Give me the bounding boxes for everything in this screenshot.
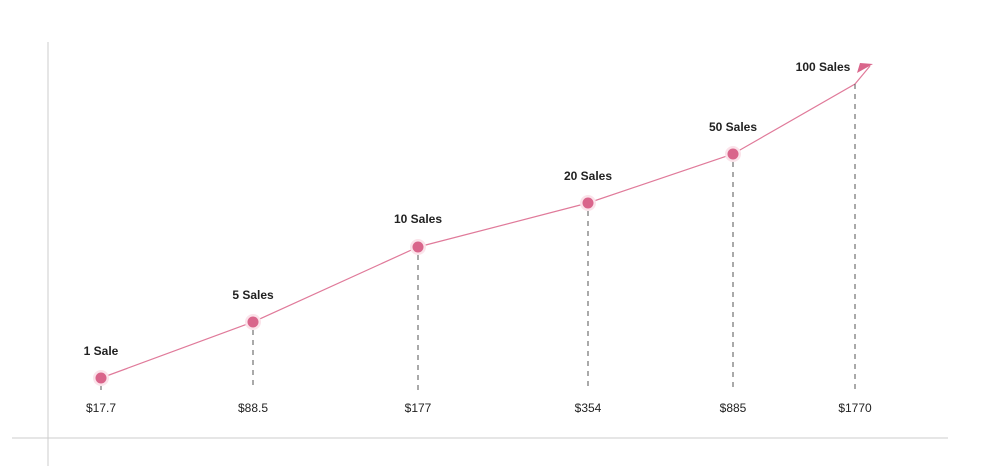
point <box>727 148 739 160</box>
point <box>95 372 107 384</box>
point-label: 20 Sales <box>564 169 612 183</box>
price-label: $177 <box>405 401 432 415</box>
point <box>582 197 594 209</box>
point-label: 1 Sale <box>84 344 119 358</box>
point-label: 100 Sales <box>796 60 851 74</box>
price-label: $88.5 <box>238 401 268 415</box>
price-label: $17.7 <box>86 401 116 415</box>
price-label: $354 <box>575 401 602 415</box>
point-label: 50 Sales <box>709 120 757 134</box>
point-label: 10 Sales <box>394 212 442 226</box>
point-label: 5 Sales <box>232 288 274 302</box>
price-label: $1770 <box>838 401 872 415</box>
point <box>412 241 424 253</box>
growth-path: 1 Sale $17.7 5 Sales $88.5 10 Sales $177 20 Sa… <box>84 60 873 415</box>
point <box>247 316 259 328</box>
price-label: $885 <box>720 401 747 415</box>
growth-line <box>100 65 871 379</box>
arrow-head <box>857 63 873 73</box>
